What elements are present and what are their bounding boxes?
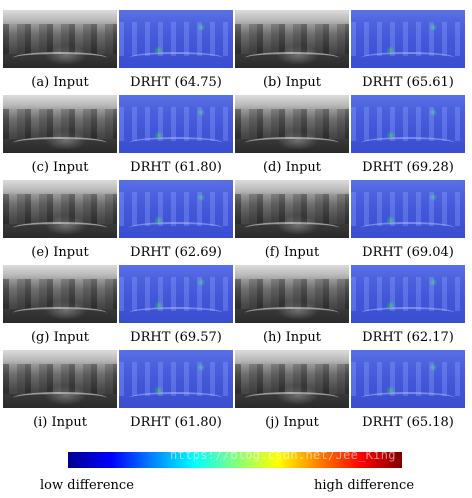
drht-difference-map — [351, 95, 465, 153]
drht-caption: DRHT (65.18) — [362, 415, 454, 430]
drht-difference-map — [119, 350, 233, 408]
input-panorama-image — [235, 265, 349, 323]
colorbar-high-label: high difference — [314, 478, 415, 493]
drht-caption: DRHT (64.75) — [130, 75, 222, 90]
input-panorama-image — [235, 95, 349, 153]
input-panorama-image — [3, 10, 117, 68]
drht-caption: DRHT (65.61) — [362, 75, 454, 90]
input-panorama-image — [235, 10, 349, 68]
drht-difference-map — [119, 10, 233, 68]
drht-difference-map — [351, 265, 465, 323]
drht-difference-map — [351, 10, 465, 68]
input-caption: (e) Input — [31, 245, 89, 260]
drht-caption: DRHT (62.17) — [362, 330, 454, 345]
difference-colorbar — [68, 452, 402, 468]
input-caption: (h) Input — [262, 330, 322, 345]
drht-caption: DRHT (69.04) — [362, 245, 454, 260]
input-caption: (c) Input — [31, 160, 89, 175]
input-panorama-image — [3, 95, 117, 153]
drht-caption: DRHT (61.80) — [130, 415, 222, 430]
input-caption: (j) Input — [265, 415, 319, 430]
drht-difference-map — [119, 95, 233, 153]
input-caption: (f) Input — [264, 245, 320, 260]
input-caption: (d) Input — [262, 160, 322, 175]
drht-difference-map — [119, 180, 233, 238]
input-caption: (g) Input — [30, 330, 90, 345]
drht-difference-map — [351, 180, 465, 238]
drht-difference-map — [119, 265, 233, 323]
colorbar-low-label: low difference — [40, 478, 134, 493]
input-panorama-image — [235, 180, 349, 238]
input-panorama-image — [235, 350, 349, 408]
input-caption: (a) Input — [31, 75, 89, 90]
input-panorama-image — [3, 180, 117, 238]
watermark: https://blog.csdn.net/Jee_King — [170, 448, 396, 462]
drht-difference-map — [351, 350, 465, 408]
drht-caption: DRHT (62.69) — [130, 245, 222, 260]
drht-caption: DRHT (61.80) — [130, 160, 222, 175]
input-panorama-image — [3, 265, 117, 323]
input-panorama-image — [3, 350, 117, 408]
input-caption: (i) Input — [33, 415, 87, 430]
input-caption: (b) Input — [262, 75, 322, 90]
drht-caption: DRHT (69.57) — [130, 330, 222, 345]
drht-caption: DRHT (69.28) — [362, 160, 454, 175]
